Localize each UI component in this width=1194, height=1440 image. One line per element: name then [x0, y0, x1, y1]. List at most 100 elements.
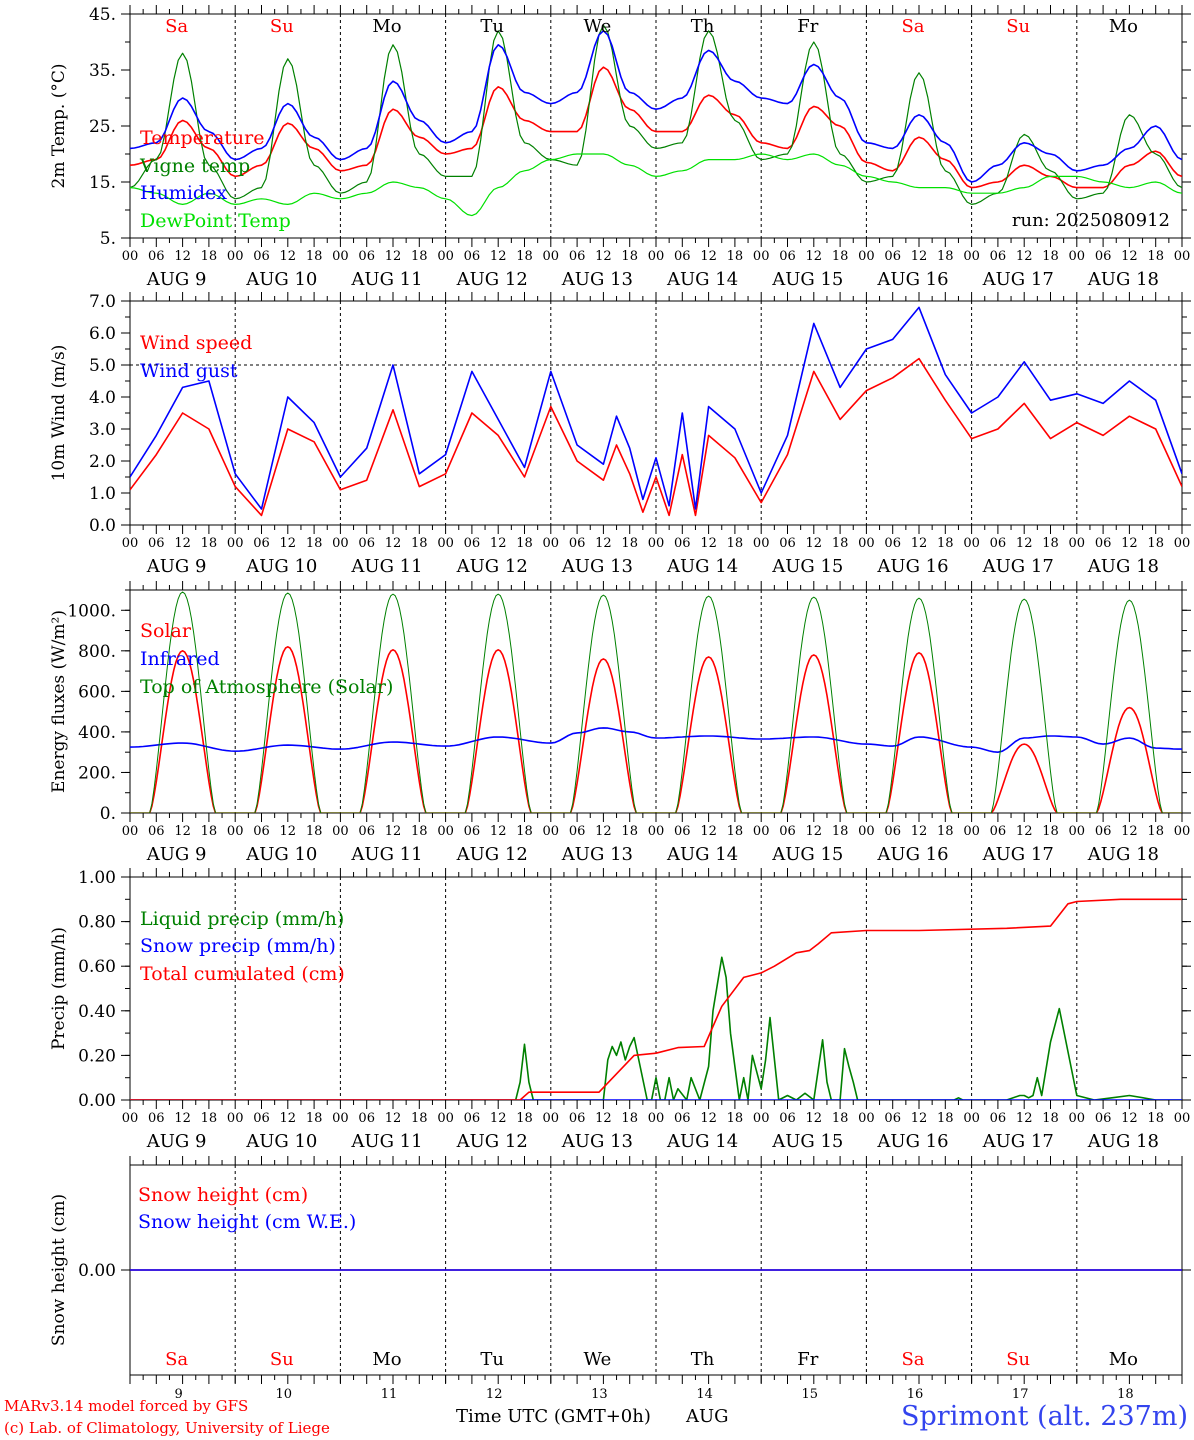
x-hour-label: 00 [753, 824, 770, 839]
x-date-label: AUG 10 [245, 1131, 317, 1152]
x-hour-label: 12 [280, 536, 297, 551]
y-axis-label: Energy fluxes (W/m²) [49, 610, 69, 793]
x-date-label: AUG 11 [350, 556, 422, 577]
x-hour-label: 06 [1095, 249, 1112, 264]
series-line-wind-speed [130, 357, 1182, 517]
x-hour-label: 18 [306, 249, 323, 264]
x-hour-label: 18 [516, 536, 533, 551]
x-hour-label: 12 [385, 824, 402, 839]
x-hour-label: 12 [1121, 1111, 1138, 1126]
y-tick-label: 4.0 [89, 388, 116, 408]
y-tick-label: 25. [89, 117, 116, 137]
x-hour-label: 12 [174, 536, 191, 551]
date-number: 15 [802, 1387, 819, 1402]
x-date-label: AUG 13 [561, 844, 633, 865]
x-hour-label: 12 [700, 249, 717, 264]
legend-entry: Wind gust [140, 360, 238, 382]
x-date-label: AUG 14 [666, 844, 738, 865]
x-hour-label: 00 [332, 824, 349, 839]
x-hour-label: 00 [963, 1111, 980, 1126]
legend-entry: Liquid precip (mm/h) [140, 908, 344, 930]
x-hour-label: 18 [621, 1111, 638, 1126]
panel-1: 5. 15. 25. 35. 45. 2m Temp. (°C) 00 06 12 18 AUG 9… [49, 5, 1191, 290]
x-hour-label: 00 [1174, 824, 1191, 839]
x-hour-label: 00 [332, 1111, 349, 1126]
x-hour-label: 00 [122, 1111, 139, 1126]
x-date-label: AUG 11 [350, 844, 422, 865]
date-number: 16 [907, 1387, 924, 1402]
y-tick-label: 600. [78, 682, 116, 702]
x-hour-label: 12 [911, 536, 928, 551]
x-hour-label: 00 [1174, 1111, 1191, 1126]
x-hour-label: 12 [806, 249, 823, 264]
weekday-label: Fr [797, 1349, 818, 1370]
x-hour-label: 00 [227, 1111, 244, 1126]
x-hour-label: 18 [1147, 824, 1164, 839]
x-hour-label: 00 [332, 536, 349, 551]
x-hour-label: 12 [490, 1111, 507, 1126]
x-hour-label: 06 [358, 536, 375, 551]
x-hour-label: 12 [385, 1111, 402, 1126]
x-date-label: AUG 12 [456, 269, 528, 290]
y-tick-label: 1000. [67, 601, 116, 621]
x-hour-label: 00 [437, 1111, 454, 1126]
x-hour-label: 12 [280, 249, 297, 264]
x-date-label: AUG 16 [876, 1131, 948, 1152]
x-date-label: AUG 9 [146, 1131, 207, 1152]
weekday-label: Th [691, 16, 715, 37]
y-tick-label: 800. [78, 642, 116, 662]
x-hour-label: 06 [253, 1111, 270, 1126]
x-hour-label: 06 [990, 824, 1007, 839]
x-hour-label: 18 [727, 249, 744, 264]
y-tick-label: 0.20 [78, 1046, 116, 1066]
x-hour-label: 18 [621, 824, 638, 839]
x-date-label: AUG 14 [666, 269, 738, 290]
panel-2: 0.0 1.0 2.0 3.0 4.0 5.0 6.0 7.0 10m Wind (m/s) 00… [49, 292, 1191, 577]
x-date-label: AUG 14 [666, 1131, 738, 1152]
x-hour-label: 00 [332, 249, 349, 264]
x-hour-label: 00 [648, 536, 665, 551]
x-hour-label: 06 [569, 249, 586, 264]
x-hour-label: 06 [148, 1111, 165, 1126]
run-annotation: run: 2025080912 [1012, 210, 1170, 231]
legend-entry: Total cumulated (cm) [140, 963, 345, 985]
y-tick-label: 7.0 [89, 292, 116, 312]
x-hour-label: 00 [437, 249, 454, 264]
x-hour-label: 18 [937, 1111, 954, 1126]
x-hour-label: 06 [779, 824, 796, 839]
x-hour-label: 00 [437, 536, 454, 551]
x-date-label: AUG 18 [1087, 269, 1159, 290]
x-hour-label: 06 [464, 249, 481, 264]
x-date-label: AUG 10 [245, 844, 317, 865]
date-number: 12 [486, 1387, 503, 1402]
x-hour-label: 00 [858, 824, 875, 839]
x-hour-label: 00 [648, 249, 665, 264]
panel-5: 0.00 Snow height (cm) Snow height (cm) Snow… [49, 1156, 1191, 1402]
x-date-label: AUG 16 [876, 844, 948, 865]
y-tick-label: 0.80 [78, 913, 116, 933]
x-hour-label: 06 [253, 536, 270, 551]
x-date-label: AUG 18 [1087, 1131, 1159, 1152]
x-date-label: AUG 11 [350, 269, 422, 290]
y-tick-label: 15. [89, 173, 116, 193]
x-hour-label: 18 [1147, 1111, 1164, 1126]
x-date-label: AUG 10 [245, 269, 317, 290]
x-hour-label: 00 [858, 249, 875, 264]
x-date-label: AUG 17 [982, 269, 1054, 290]
series-group [130, 306, 1182, 517]
date-number: 9 [174, 1387, 182, 1402]
x-date-label: AUG 17 [982, 844, 1054, 865]
x-hour-label: 06 [148, 824, 165, 839]
x-hour-label: 18 [727, 536, 744, 551]
y-tick-label: 5.0 [89, 356, 116, 376]
series-line-dewpoint-temp [130, 153, 1182, 217]
x-hour-label: 00 [753, 536, 770, 551]
month-label: AUG [686, 1406, 729, 1427]
x-hour-label: 00 [227, 249, 244, 264]
x-hour-label: 12 [1016, 536, 1033, 551]
x-hour-label: 00 [227, 824, 244, 839]
x-hour-label: 06 [990, 536, 1007, 551]
time-axis-label: Time UTC (GMT+0h) [456, 1406, 651, 1427]
x-hour-label: 18 [1042, 536, 1059, 551]
x-hour-label: 12 [385, 536, 402, 551]
